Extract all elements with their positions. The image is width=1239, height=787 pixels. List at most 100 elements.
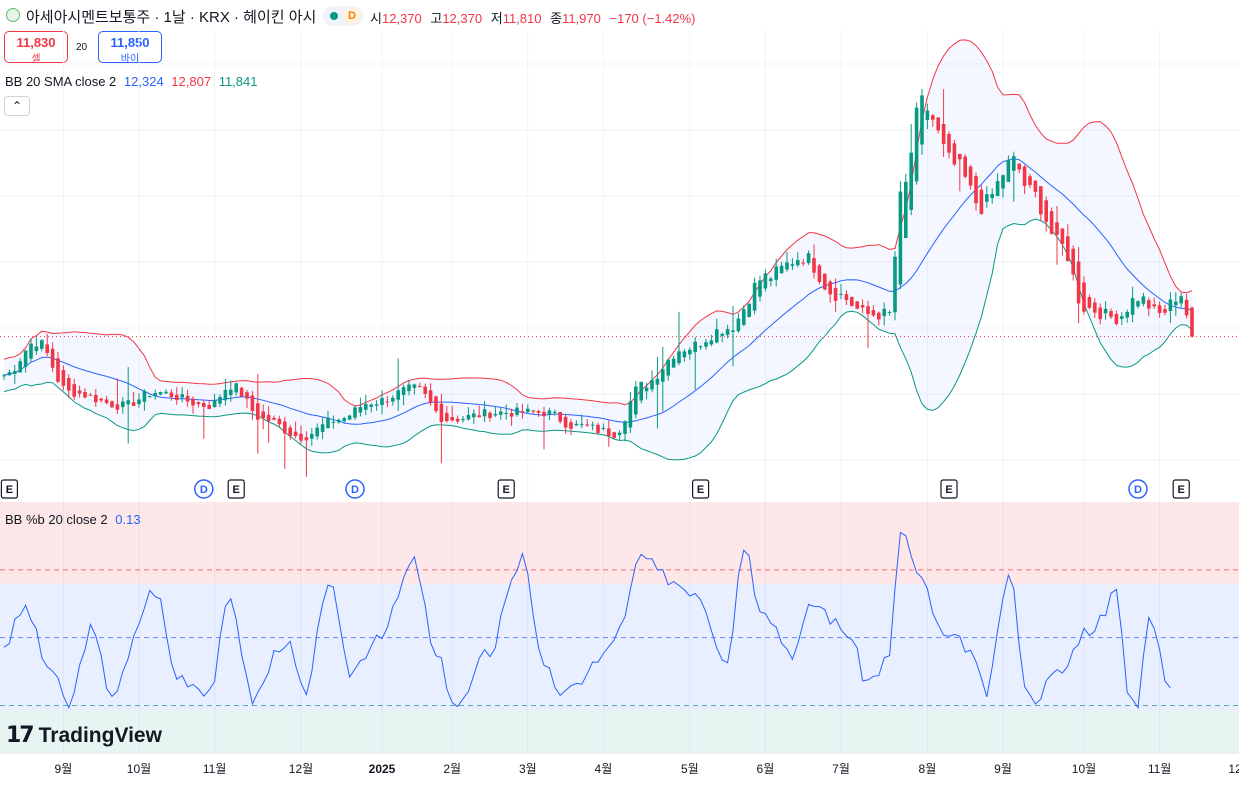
candle <box>466 407 471 421</box>
candle-body <box>688 349 692 355</box>
candle-body <box>1120 316 1124 319</box>
candle-body <box>682 351 687 358</box>
candle-body <box>1022 166 1027 186</box>
dividend-marker-label: D <box>1134 484 1142 496</box>
candle <box>877 311 881 326</box>
candle <box>315 423 319 440</box>
symbol-title[interactable]: 아세아시멘트보통주 · 1날 · KRX · 헤이킨 아시 <box>26 9 317 26</box>
symbol-logo-icon <box>6 8 20 22</box>
candle <box>585 419 589 427</box>
candle-body <box>412 384 417 388</box>
candle-body <box>1033 180 1038 192</box>
candle <box>963 154 967 179</box>
high-label: 고 <box>430 11 443 26</box>
candle <box>839 283 843 300</box>
candle <box>806 250 811 265</box>
bb-percent-b-pane <box>0 531 1239 710</box>
candle-body <box>1098 307 1102 320</box>
candle <box>72 378 76 401</box>
candle-body <box>164 391 168 394</box>
candle <box>256 373 260 454</box>
candle <box>164 389 168 395</box>
candle <box>418 382 422 388</box>
candle <box>461 416 465 423</box>
candle-body <box>299 433 303 441</box>
candle <box>893 251 897 321</box>
candle <box>320 416 325 440</box>
candle <box>2 373 6 380</box>
candle-body <box>396 390 400 400</box>
candle-body <box>1168 299 1173 311</box>
candle <box>34 337 39 355</box>
candle-body <box>153 392 157 397</box>
candle-body <box>855 301 859 309</box>
candle <box>1163 304 1167 316</box>
market-status[interactable]: D <box>323 6 363 26</box>
low-value: 11,810 <box>502 11 542 26</box>
candle <box>67 374 71 399</box>
candle-body <box>250 395 255 412</box>
candle-body <box>531 410 535 412</box>
bb-percent-b-legend[interactable]: BB %b 20 close 2 0.13 <box>5 512 141 527</box>
candle <box>266 406 271 443</box>
x-tick-label: 9월 <box>55 762 73 776</box>
time-axis[interactable]: 9월 10월 11월 12월 2025 2월 3월 4월 5월 6월 7월 8월 9월 10월 11월 12월 <box>0 752 1239 776</box>
candle <box>439 393 444 464</box>
candle-body <box>223 389 228 401</box>
candle <box>83 388 87 399</box>
candle <box>115 378 120 414</box>
candle-body <box>1141 296 1146 304</box>
candle <box>925 103 930 130</box>
buy-button[interactable]: 11,850 바이 <box>98 31 162 65</box>
candle <box>310 428 314 446</box>
candle-body <box>1109 311 1113 317</box>
x-tick-label: 11월 <box>203 762 227 776</box>
candle-body <box>655 378 660 385</box>
candle-body <box>288 427 292 436</box>
candle <box>617 430 622 440</box>
candle-body <box>623 421 627 434</box>
candle-body <box>715 329 719 343</box>
candle <box>245 389 249 409</box>
chart-header: 아세아시멘트보통주 · 1날 · KRX · 헤이킨 아시 D 시12,370 … <box>0 0 1239 32</box>
bb-indicator-legend[interactable]: BB 20 SMA close 2 12,324 12,807 11,841 <box>5 74 257 89</box>
candle <box>401 384 406 406</box>
candle-body <box>13 371 17 374</box>
candle <box>995 173 1000 197</box>
candle <box>985 186 989 208</box>
sell-button[interactable]: 11,830 셀 <box>4 31 68 65</box>
candle <box>239 386 244 397</box>
candle <box>580 414 584 429</box>
candle-body <box>666 359 670 376</box>
candle <box>1017 163 1021 174</box>
candle-body <box>882 308 886 317</box>
collapse-legend-button[interactable]: ⌃ <box>4 96 30 116</box>
buy-price: 11,850 <box>110 35 150 50</box>
candle <box>88 392 93 396</box>
candle <box>1141 292 1146 307</box>
dividend-marker <box>345 479 365 499</box>
candle-body <box>1157 305 1162 313</box>
candle <box>828 279 832 303</box>
candle <box>1147 297 1151 317</box>
candle-body <box>131 402 136 406</box>
candle-body <box>963 156 967 177</box>
candle <box>29 338 33 363</box>
candle-body <box>504 413 508 415</box>
candle-body <box>423 386 427 394</box>
tradingview-logo[interactable]: 𝟭𝟳 TradingView <box>6 722 162 748</box>
dividend-marker <box>1128 479 1148 499</box>
candle <box>553 409 557 416</box>
candle <box>979 185 984 215</box>
candle-body <box>1060 228 1065 244</box>
candle <box>396 358 400 411</box>
candle <box>23 350 28 373</box>
candle-body <box>806 253 811 264</box>
candle-body <box>499 411 503 415</box>
candle-body <box>968 166 973 186</box>
candles <box>2 89 1194 477</box>
candle-body <box>628 401 633 428</box>
candle-body <box>547 410 552 415</box>
candle <box>661 346 665 412</box>
